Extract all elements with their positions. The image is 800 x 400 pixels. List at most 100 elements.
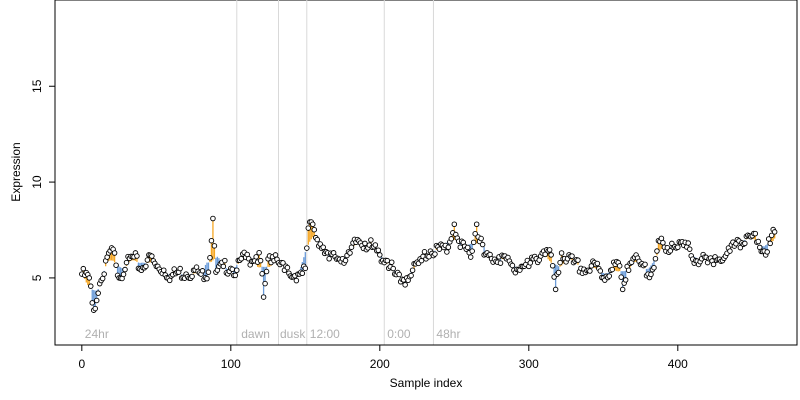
data-point <box>408 272 414 279</box>
data-point <box>648 271 654 278</box>
data-point <box>89 300 95 306</box>
data-point <box>232 272 239 279</box>
data-point <box>654 248 660 254</box>
data-point <box>472 230 478 237</box>
data-point <box>311 226 318 233</box>
data-point <box>302 265 309 272</box>
event-annotation: 12:00 <box>310 327 340 341</box>
data-point <box>199 268 206 274</box>
data-point <box>479 241 486 248</box>
data-point <box>402 282 408 288</box>
data-point <box>675 244 681 250</box>
data-point <box>93 297 100 304</box>
data-point <box>470 239 477 246</box>
data-point <box>642 261 648 268</box>
data-point <box>432 251 438 257</box>
data-point <box>622 277 629 283</box>
data-point <box>594 260 601 267</box>
data-point <box>768 232 775 239</box>
data-point <box>293 277 300 284</box>
event-annotation: dusk <box>280 327 306 341</box>
residual-segments <box>81 218 776 311</box>
data-point <box>326 256 332 262</box>
x-tick-label: 100 <box>221 357 241 371</box>
y-axis-title: Expression <box>9 142 23 201</box>
data-point <box>299 270 306 277</box>
data-point <box>101 271 107 277</box>
data-point <box>161 267 167 274</box>
data-points <box>79 215 778 313</box>
data-point <box>396 271 402 278</box>
y-tick-label: 5 <box>30 274 44 281</box>
data-point <box>95 290 101 296</box>
x-tick-label: 300 <box>519 357 539 371</box>
data-point <box>390 265 396 272</box>
data-point <box>667 248 674 254</box>
data-point <box>552 286 559 293</box>
data-point <box>259 271 265 277</box>
x-axis: 0 100 200 300 400 <box>78 344 688 371</box>
data-point <box>771 229 778 235</box>
data-point <box>304 245 310 251</box>
data-point <box>372 242 379 248</box>
data-point <box>473 221 480 227</box>
data-point <box>305 225 312 231</box>
data-point <box>262 280 268 287</box>
data-point <box>752 230 759 237</box>
data-point <box>204 275 210 282</box>
data-point <box>342 257 349 264</box>
data-point <box>527 260 534 266</box>
data-point <box>134 253 140 259</box>
data-point <box>616 263 623 269</box>
data-point <box>469 248 475 254</box>
data-point <box>478 235 484 242</box>
data-point <box>609 266 615 273</box>
data-point <box>314 236 320 243</box>
data-point <box>347 250 353 256</box>
x-tick-label: 0 <box>78 357 85 371</box>
data-point <box>220 263 227 270</box>
data-point <box>448 236 455 242</box>
data-point <box>651 264 657 271</box>
data-point <box>660 239 666 246</box>
data-point <box>557 259 563 266</box>
data-point <box>384 257 391 264</box>
data-point <box>652 256 659 262</box>
data-point <box>99 275 106 282</box>
data-point <box>143 263 149 270</box>
x-tick-label: 400 <box>668 357 688 371</box>
y-tick-label: 15 <box>30 79 44 93</box>
data-point <box>737 244 744 251</box>
data-point <box>210 215 216 222</box>
data-point <box>368 237 374 243</box>
data-point <box>686 246 693 252</box>
data-point <box>436 246 443 252</box>
data-point <box>113 262 119 268</box>
data-point <box>120 271 127 278</box>
data-point <box>710 261 717 268</box>
data-point <box>122 266 128 273</box>
data-point <box>86 275 93 281</box>
data-point <box>260 294 267 300</box>
data-point <box>234 267 240 274</box>
data-point <box>222 257 228 264</box>
data-point <box>388 259 395 265</box>
data-point <box>451 221 458 227</box>
data-point <box>207 254 213 261</box>
data-point <box>284 264 291 271</box>
data-point <box>263 268 270 275</box>
event-annotation: 24hr <box>85 327 109 341</box>
data-point <box>555 269 562 276</box>
data-point <box>253 254 259 260</box>
data-point <box>229 266 236 273</box>
data-point <box>92 305 98 312</box>
plot-frame <box>54 0 798 346</box>
data-point <box>467 254 474 260</box>
data-point <box>149 253 155 259</box>
data-point <box>575 257 581 263</box>
data-point <box>144 257 151 263</box>
data-point <box>375 247 382 253</box>
data-point <box>280 260 286 266</box>
data-point <box>569 253 575 259</box>
event-annotation: 48hr <box>436 327 460 341</box>
